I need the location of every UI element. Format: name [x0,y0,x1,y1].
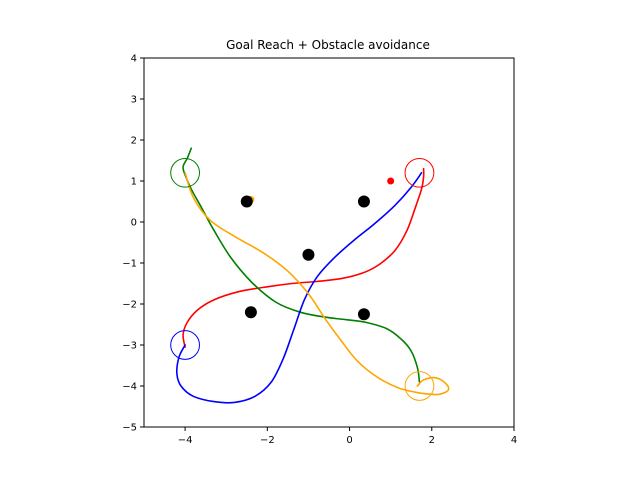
series-layer [176,147,450,404]
y-tick-label: −3 [122,341,137,352]
y-tick-label: −5 [122,423,137,434]
x-tick-label: −4 [178,435,193,446]
obstacle-point [357,308,370,321]
axis-ticks: −4 −2 0 2 4 −5 −4 −3 −2 −1 0 1 2 3 4 [122,54,517,447]
y-tick-label: 2 [131,136,137,147]
y-tick-label: 4 [131,54,137,65]
trajectory-line [184,172,450,396]
x-tick-label: −2 [260,435,275,446]
y-tick-label: 3 [131,95,137,106]
y-tick-label: 1 [131,177,137,188]
x-tick-label: 2 [429,435,435,446]
y-tick-label: −2 [122,300,137,311]
obstacle-point [240,195,253,208]
trajectory-line [176,172,423,404]
x-tick-label: 0 [346,435,352,446]
obstacle-point [244,306,257,319]
target-marker [387,177,395,185]
x-tick-label: 4 [511,435,517,446]
goal-circle [404,371,435,401]
y-tick-label: 0 [131,218,137,229]
plot-area [170,147,450,404]
goal-circle [404,157,435,188]
plot-frame [143,57,515,428]
obstacle-point [357,195,370,208]
y-tick-label: −1 [122,259,137,270]
goal-layer [170,157,435,401]
chart-title: Goal Reach + Obstacle avoidance [226,38,430,52]
obstacle-point [302,248,315,261]
goal-circle [170,157,201,188]
y-tick-label: −4 [122,382,137,393]
trajectory-line [182,167,425,348]
goal-circle [170,330,201,360]
obstacle-layer [240,195,370,321]
